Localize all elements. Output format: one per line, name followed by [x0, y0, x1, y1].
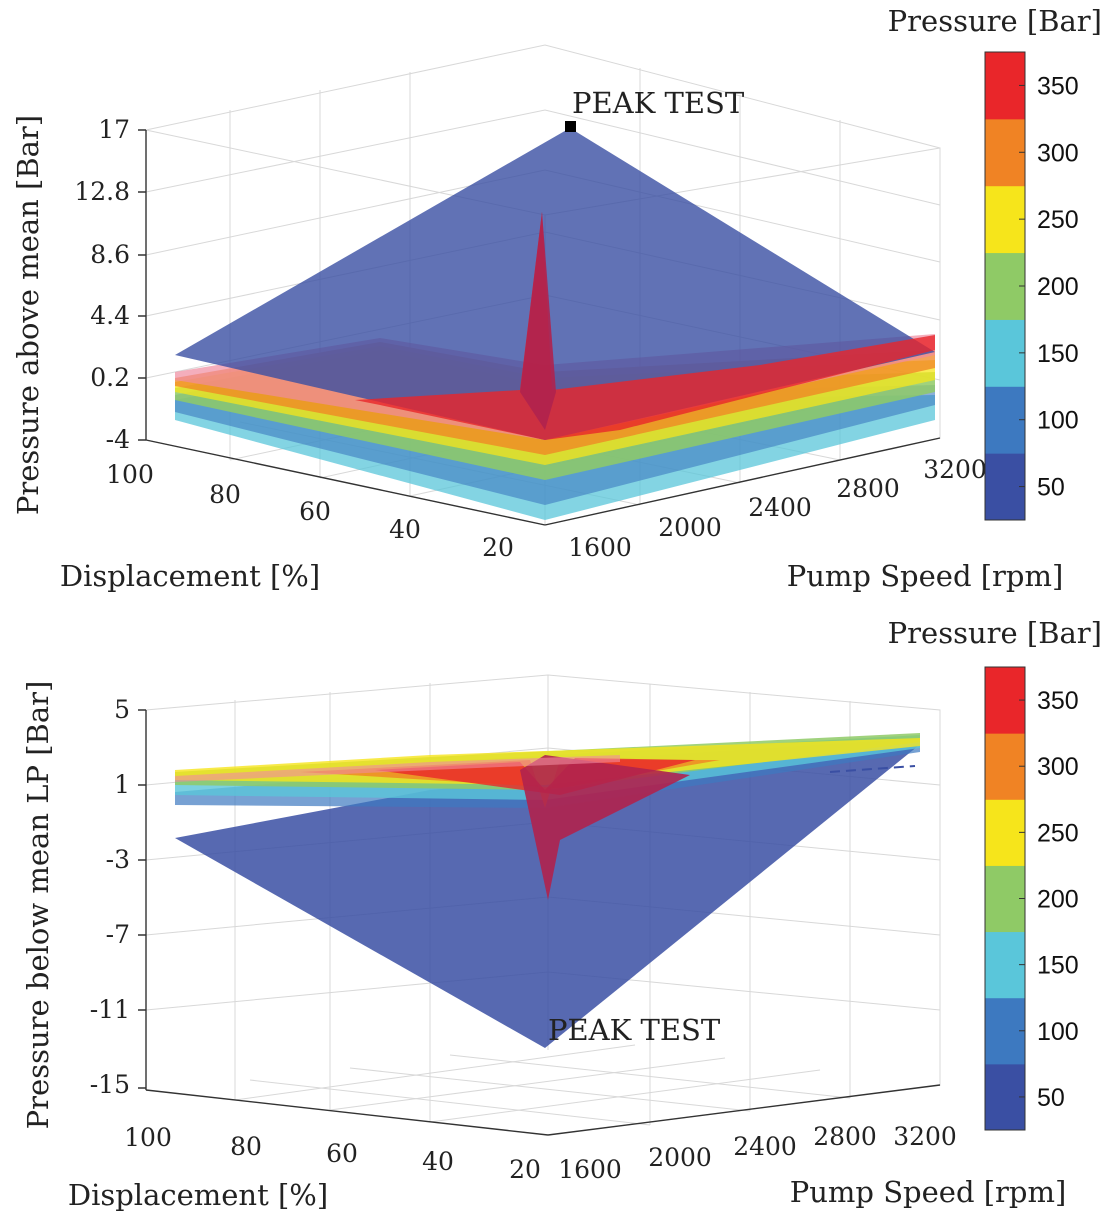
colorbar-bottom: 350 300 250 200 150 100 50 [984, 666, 1079, 1131]
y-tick-2400: 2400 [748, 493, 812, 522]
colorbar-bottom-tick-label: 350 [1037, 687, 1079, 715]
x-tick-20: 20 [482, 533, 514, 562]
colorbar-top-segment-2 [985, 319, 1025, 387]
surface-red-spike-top [520, 212, 556, 430]
z-tick-4.4: 4.4 [90, 301, 130, 330]
colorbar-top-segment-0 [985, 453, 1025, 521]
x-axis-label: Displacement [%] [68, 1178, 328, 1212]
y-tick-1600: 1600 [558, 1155, 622, 1184]
axes-bottom [138, 709, 941, 1136]
y-tick-2000: 2000 [658, 513, 722, 542]
x-tick-100: 100 [124, 1123, 172, 1152]
x-tick-100: 100 [106, 460, 154, 489]
x-tick-40: 40 [389, 515, 421, 544]
x-tick-80: 80 [230, 1132, 262, 1161]
colorbar-bottom-segment-6 [985, 667, 1025, 734]
z-tick--15: -15 [90, 1070, 130, 1099]
colorbar-top: 350 300 250 200 150 100 50 [984, 51, 1079, 521]
colorbar-top-tick-label: 100 [1037, 407, 1079, 435]
z-tick--7: -7 [106, 920, 130, 949]
surface-layers-top [175, 121, 935, 520]
colorbar-top-tick-label: 150 [1037, 340, 1079, 368]
surface-pink-bottom [175, 755, 620, 782]
colorbar-bottom-segment-5 [985, 733, 1025, 800]
x-tick-20: 20 [509, 1155, 541, 1184]
colorbar-bottom-segment-2 [985, 931, 1025, 999]
chart-top: 17 12.8 8.6 4.4 0.2 -4 100 80 60 40 20 1… [11, 4, 1102, 593]
x-axis-label: Displacement [%] [60, 559, 320, 593]
peak-test-label: PEAK TEST [548, 1013, 721, 1047]
y-tick-3200: 3200 [893, 1122, 957, 1151]
x-tick-80: 80 [209, 480, 241, 509]
y-tick-2000: 2000 [648, 1143, 712, 1172]
colorbar-bottom-segment-4 [985, 799, 1025, 866]
y-tick-2800: 2800 [836, 474, 900, 503]
surface-red-top [355, 212, 935, 440]
z-axis-label: Pressure above mean [Bar] [11, 115, 45, 515]
colorbar-top-tick-label: 350 [1037, 72, 1079, 100]
y-axis-label: Pump Speed [rpm] [790, 1175, 1067, 1209]
z-tick-8.6: 8.6 [90, 240, 130, 269]
y-tick-2400: 2400 [733, 1132, 797, 1161]
colorbar-bottom-tick-label: 200 [1037, 886, 1079, 914]
colorbar-top-segment-6 [985, 52, 1025, 120]
z-axis-label: Pressure below mean LP [Bar] [21, 681, 55, 1130]
colorbar-top-tick-label: 50 [1037, 474, 1065, 502]
peak-marker-top [565, 121, 576, 132]
z-tick-12.8: 12.8 [74, 177, 130, 206]
colorbar-bottom-tick-label: 100 [1037, 1018, 1079, 1046]
colorbar-bottom-tick-label: 50 [1037, 1084, 1065, 1112]
y-tick-3200: 3200 [923, 455, 987, 484]
colorbar-bottom-tick-label: 300 [1037, 753, 1079, 781]
surface-red-trough-bottom [520, 755, 690, 900]
colorbar-top-segment-3 [985, 252, 1025, 320]
z-tick--4: -4 [106, 425, 130, 454]
colorbar-bottom-segment-0 [985, 1063, 1025, 1131]
colorbar-bottom-tick-label: 150 [1037, 952, 1079, 980]
z-tick-1: 1 [114, 770, 130, 799]
z-tick--3: -3 [106, 845, 130, 874]
z-tick-17: 17 [98, 115, 130, 144]
surface-blue-bottom [175, 746, 918, 1048]
colorbar-bottom-segment-1 [985, 997, 1025, 1065]
x-tick-40: 40 [422, 1147, 454, 1176]
colorbar-top-segment-4 [985, 185, 1025, 254]
colorbar-top-segment-5 [985, 118, 1025, 187]
axes-top [138, 129, 941, 526]
z-tick-5: 5 [114, 695, 130, 724]
x-tick-60: 60 [326, 1139, 358, 1168]
colorbar-title: Pressure [Bar] [888, 4, 1102, 38]
z-tick--11: -11 [90, 995, 130, 1024]
y-tick-1600: 1600 [568, 533, 632, 562]
z-tick-0.2: 0.2 [90, 363, 130, 392]
x-tick-60: 60 [299, 497, 331, 526]
surface-blue-top [175, 128, 935, 440]
colorbar-top-tick-label: 300 [1037, 139, 1079, 167]
colorbar-title: Pressure [Bar] [888, 616, 1102, 650]
chart-bottom: 5 1 -3 -7 -11 -15 100 80 60 40 20 1600 2… [21, 616, 1102, 1212]
y-axis-label: Pump Speed [rpm] [787, 559, 1064, 593]
mean-line-bottom [829, 765, 916, 773]
y-tick-2800: 2800 [813, 1122, 877, 1151]
colorbar-top-segment-1 [985, 386, 1025, 454]
surface-layers-bottom [175, 733, 920, 1048]
colorbar-top-tick-label: 250 [1037, 206, 1079, 234]
colorbar-bottom-segment-3 [985, 865, 1025, 933]
colorbar-bottom-tick-label: 250 [1037, 819, 1079, 847]
colorbar-top-tick-label: 200 [1037, 273, 1079, 301]
peak-test-label: PEAK TEST [572, 86, 745, 120]
